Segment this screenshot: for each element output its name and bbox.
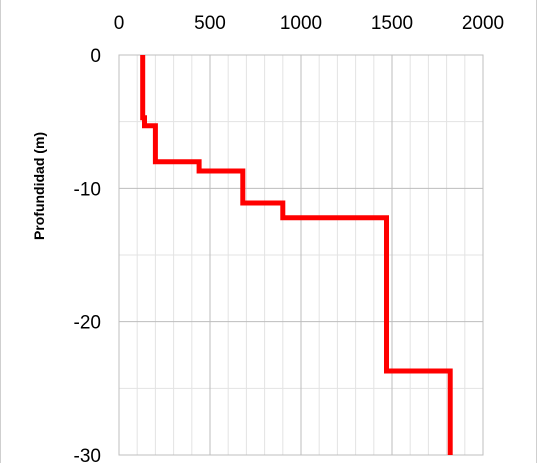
x-tick-label: 2000 <box>462 13 504 34</box>
y-tick-labels: 0 -10 -20 -30 <box>74 46 101 463</box>
grid-minor <box>119 55 483 455</box>
y-axis-title: Profundidad (m) <box>31 132 47 240</box>
x-tick-labels: 0 500 1000 1500 2000 <box>114 13 504 34</box>
series-layer <box>140 55 453 455</box>
y-tick-label: -20 <box>74 313 101 334</box>
plot-border <box>118 54 484 456</box>
x-tick-label: 0 <box>114 13 125 34</box>
y-tick-label: -30 <box>74 446 101 463</box>
y-tick-label: 0 <box>90 46 101 67</box>
x-tick-label: 500 <box>194 13 226 34</box>
series-line <box>140 55 453 455</box>
y-tick-label: -10 <box>74 179 101 200</box>
x-tick-label: 1000 <box>280 13 322 34</box>
x-tick-label: 1500 <box>371 13 413 34</box>
